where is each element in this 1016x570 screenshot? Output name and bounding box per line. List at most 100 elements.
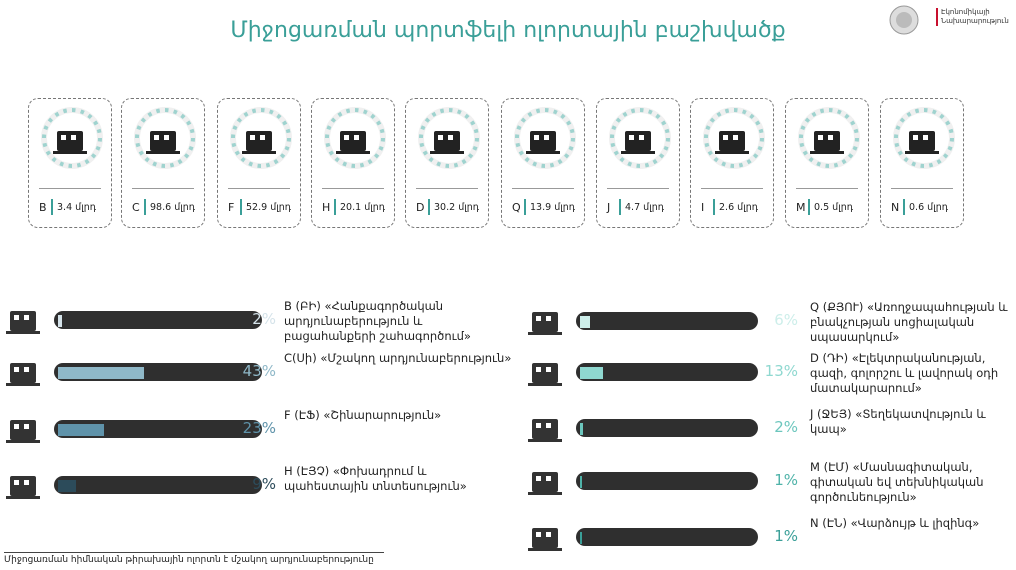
sector-card: C 98.6 մլրդ <box>121 98 205 228</box>
unit: մլրդ <box>554 202 576 213</box>
bar <box>58 480 76 492</box>
logo-text: Էկոնոմիկայի Նախարարություն <box>936 8 1016 26</box>
amount: 3.4 <box>57 202 73 213</box>
amount-text: 2.6 մլրդ <box>719 202 758 213</box>
unit: մլրդ <box>75 202 97 213</box>
sector-card: F 52.9 մլրդ <box>217 98 301 228</box>
sector-label: C(Սի) «Մշակող արդյունաբերություն» <box>284 351 512 365</box>
bar <box>580 316 591 328</box>
icon <box>905 131 939 154</box>
sector-card: B 3.4 մլրդ <box>28 98 112 228</box>
accent <box>334 199 336 215</box>
accent <box>51 199 53 215</box>
accent <box>428 199 430 215</box>
amount-text: 13.9 մլրդ <box>530 202 575 213</box>
percent-label: 1% <box>774 527 798 545</box>
sector-card: I 2.6 մլրդ <box>690 98 774 228</box>
accent <box>903 199 905 215</box>
sector-code: D <box>416 201 425 214</box>
sector-code: M <box>796 201 806 214</box>
sector-label: H (ԷՅՉ) «Փոխադրում և պահեստային տնտեսութ… <box>284 464 467 493</box>
percent-label: 9% <box>252 475 276 493</box>
sector-card: M 0.5 մլրդ <box>785 98 869 228</box>
bar-track <box>576 419 758 437</box>
footnote: Միջոցառման հիմնական թիրախային ոլորտն է մ… <box>4 552 384 565</box>
sector-label: J (ՋԵՅ) «Տեղեկատվություն և կապ» <box>810 407 986 436</box>
icon <box>242 131 276 154</box>
sector-label: F (ԷՖ) «Շինարարություն» <box>284 408 442 422</box>
sector-card: N 0.6 մլրդ <box>880 98 964 228</box>
icon <box>6 476 40 499</box>
sector-code: F <box>228 201 235 214</box>
sector-label: N (ԷՆ) «Վարձույթ և լիզինգ» <box>810 516 980 530</box>
bar-track <box>576 312 758 330</box>
sector-code: C <box>132 201 140 214</box>
amount-text: 0.5 մլրդ <box>814 202 853 213</box>
percent-label: 6% <box>774 311 798 329</box>
bar-track <box>54 420 262 438</box>
unit: մլրդ <box>458 202 480 213</box>
bar <box>58 367 144 379</box>
amount: 4.7 <box>625 202 641 213</box>
amount: 0.6 <box>909 202 925 213</box>
icon <box>6 311 40 334</box>
sector-code: N <box>891 201 900 214</box>
percent-label: 13% <box>764 362 798 380</box>
amount: 13.9 <box>530 202 552 213</box>
icon <box>336 131 370 154</box>
separator <box>228 188 290 189</box>
bar <box>580 367 603 379</box>
separator <box>701 188 763 189</box>
amount: 0.5 <box>814 202 830 213</box>
icon <box>528 528 562 551</box>
percent-label: 1% <box>774 471 798 489</box>
bar-track <box>54 363 262 381</box>
icon <box>6 420 40 443</box>
sector-code: J <box>607 201 611 214</box>
accent <box>524 199 526 215</box>
sector-label: D (ԴԻ) «Էլեկտրականության, գազի, գոլորշու… <box>810 351 999 395</box>
separator <box>512 188 574 189</box>
bar <box>580 532 582 544</box>
sector-card: H 20.1 մլրդ <box>311 98 395 228</box>
amount: 98.6 <box>150 202 172 213</box>
accent <box>619 199 621 215</box>
bar-track <box>576 363 758 381</box>
amount-text: 0.6 մլրդ <box>909 202 948 213</box>
separator <box>132 188 194 189</box>
sector-code: B <box>39 201 47 214</box>
amount: 2.6 <box>719 202 735 213</box>
icon <box>53 131 87 154</box>
separator <box>39 188 101 189</box>
separator <box>416 188 478 189</box>
sector-label: Q (ՔՅՈՒ) «Առողջապահության և բնակչության … <box>810 300 1008 344</box>
unit: մլրդ <box>643 202 665 213</box>
bar-track <box>54 476 262 494</box>
icon <box>528 363 562 386</box>
amount-text: 4.7 մլրդ <box>625 202 664 213</box>
icon <box>526 131 560 154</box>
separator <box>891 188 953 189</box>
unit: մլրդ <box>364 202 386 213</box>
amount-text: 3.4 մլրդ <box>57 202 96 213</box>
logo-emblem <box>889 5 919 35</box>
percent-label: 43% <box>242 362 276 380</box>
bar <box>580 423 584 435</box>
percent-label: 23% <box>242 419 276 437</box>
amount: 52.9 <box>246 202 268 213</box>
amount: 30.2 <box>434 202 456 213</box>
accent <box>713 199 715 215</box>
separator <box>322 188 384 189</box>
sector-code: H <box>322 201 331 214</box>
sector-label: M (ԷՄ) «Մասնագիտական, գիտական եվ տեխնիկա… <box>810 460 984 504</box>
bar <box>58 424 104 436</box>
sector-card: D 30.2 մլրդ <box>405 98 489 228</box>
unit: մլրդ <box>174 202 196 213</box>
icon <box>621 131 655 154</box>
accent <box>808 199 810 215</box>
unit: մլրդ <box>832 202 854 213</box>
sector-code: I <box>701 201 705 214</box>
unit: մլրդ <box>737 202 759 213</box>
title: Միջոցառման պորտֆելի ոլորտային բաշխվածք <box>230 18 786 43</box>
